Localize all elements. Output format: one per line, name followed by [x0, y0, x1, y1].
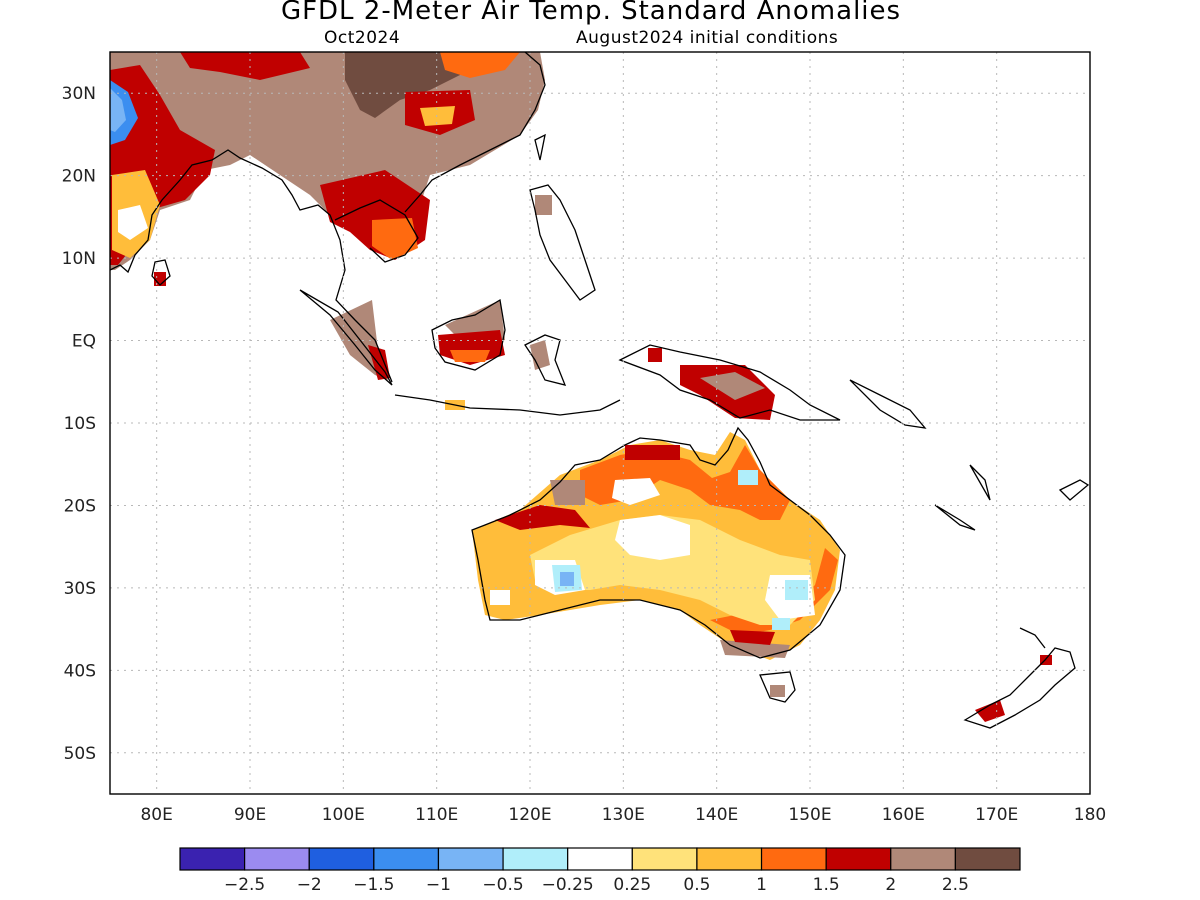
map-title: GFDL 2-Meter Air Temp. Standard Anomalie… — [280, 0, 902, 26]
coastlines — [110, 52, 1090, 729]
sri-lanka-red — [154, 272, 166, 286]
colorbar-label: −0.5 — [482, 875, 523, 895]
china-orange-north — [440, 52, 520, 78]
colorbar-swatch — [437, 847, 504, 871]
longitude-label: 180 — [1074, 805, 1106, 825]
philippines-anomaly — [535, 195, 552, 215]
australia-lightblue-ne — [738, 470, 758, 485]
colorbar-label: −1 — [426, 875, 451, 895]
australia-lightblue-south — [772, 618, 790, 630]
colorbar-swatch — [825, 847, 892, 871]
latitude-label: 30N — [62, 84, 96, 104]
colorbar-label: −1.5 — [353, 875, 394, 895]
china-orange — [420, 106, 455, 126]
india-white — [118, 205, 148, 240]
colorbar-swatch — [631, 847, 698, 871]
longitude-axis: 80E 90E 100E 110E 120E 130E 140E 150E 160E 170E 18… — [140, 805, 1106, 825]
australia-north-red — [625, 445, 680, 460]
new-guinea-west — [648, 348, 662, 362]
colorbar-swatch — [244, 847, 310, 871]
tasmania-anomaly — [770, 685, 785, 697]
australia-nw-anomaly — [550, 480, 585, 505]
longitude-label: 130E — [602, 805, 645, 825]
colorbar-label: 1.5 — [813, 875, 840, 895]
latitude-axis: 30N 20N 10N EQ 10S 20S 30S 40S 50S — [62, 84, 96, 764]
australia-se-red — [730, 630, 775, 645]
longitude-label: 150E — [788, 805, 831, 825]
latitude-label: 10S — [64, 414, 96, 434]
graticule — [110, 52, 1090, 794]
nz-south-red — [975, 700, 1005, 722]
colorbar-swatch — [373, 847, 440, 871]
australia-deep-orange — [580, 445, 790, 520]
colorbar-swatch — [308, 847, 375, 871]
colorbar-swatch — [760, 847, 827, 871]
borneo-orange — [450, 350, 490, 362]
longitude-label: 120E — [508, 805, 551, 825]
colorbar-label: −2.5 — [224, 875, 265, 895]
longitude-label: 110E — [415, 805, 458, 825]
indochina-orange — [372, 218, 418, 260]
sulawesi-anomaly — [530, 340, 550, 370]
latitude-label: 30S — [64, 579, 96, 599]
new-guinea-anomaly — [700, 372, 765, 400]
asia-dark-anomaly — [345, 52, 470, 118]
india-lightblue — [110, 88, 126, 132]
colorbar-label: 2.5 — [942, 875, 969, 895]
colorbar-label: 1 — [756, 875, 767, 895]
latitude-label: 20S — [64, 496, 96, 516]
colorbar-swatch — [502, 847, 569, 871]
australia-white-north — [612, 478, 660, 505]
latitude-label: 10N — [62, 249, 96, 269]
australia-white-sw — [490, 590, 510, 605]
map-field — [110, 52, 1090, 729]
china-red-1 — [180, 52, 310, 80]
australia-lightblue-east — [785, 580, 808, 600]
colorbar-swatch — [954, 847, 1021, 871]
australia-nw-red — [495, 505, 590, 530]
colorbar-label: 0.5 — [683, 875, 710, 895]
initial-conditions: August2024 initial conditions — [576, 28, 839, 48]
latitude-label: 40S — [64, 661, 96, 681]
forecast-month: Oct2024 — [324, 28, 401, 48]
longitude-label: 170E — [975, 805, 1018, 825]
australia-white-center — [615, 515, 690, 560]
longitude-label: 140E — [695, 805, 738, 825]
latitude-label: EQ — [72, 332, 96, 352]
colorbar-label: 0.25 — [613, 875, 651, 895]
australia-blue-west — [560, 572, 574, 586]
australia-yellow — [530, 515, 815, 625]
longitude-label: 160E — [882, 805, 925, 825]
australia-se-anomaly — [720, 640, 790, 658]
longitude-label: 80E — [140, 805, 172, 825]
colorbar-swatch — [696, 847, 763, 871]
map-frame — [109, 51, 1091, 795]
colorbar-labels: −2.5 −2 −1.5 −1 −0.5 −0.25 0.25 0.5 1 1.5 2 2.5 — [224, 875, 969, 895]
colorbar-label: 2 — [885, 875, 896, 895]
latitude-label: 50S — [64, 744, 96, 764]
colorbar-label: −2 — [297, 875, 322, 895]
colorbar-swatch — [179, 847, 246, 871]
colorbar — [179, 847, 1021, 871]
colorbar-swatch — [567, 847, 633, 871]
colorbar-label: −0.25 — [542, 875, 594, 895]
colorbar-swatch — [890, 847, 956, 871]
longitude-label: 100E — [322, 805, 365, 825]
latitude-label: 20N — [62, 167, 96, 187]
longitude-label: 90E — [234, 805, 266, 825]
